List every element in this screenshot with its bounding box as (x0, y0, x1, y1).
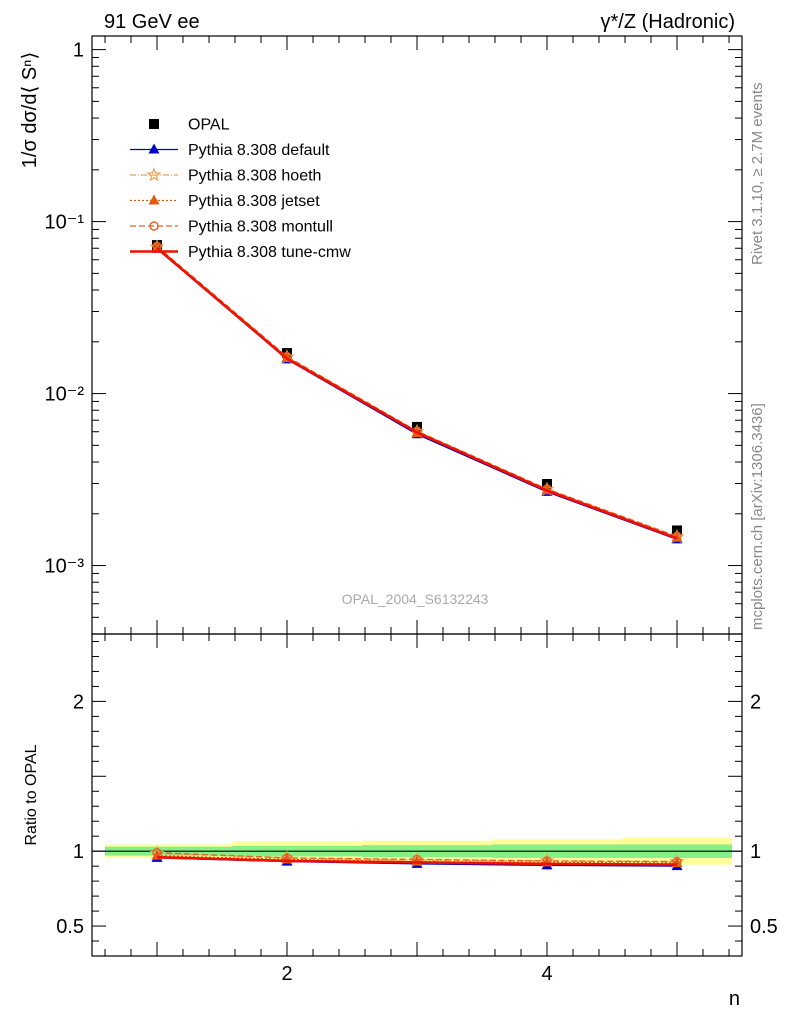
ratio-y-tick-label: 2 (73, 691, 84, 713)
legend-item-montull: Pythia 8.308 montull (130, 219, 333, 236)
main-y-tick-label: 10⁻² (45, 384, 85, 406)
ratio-y-tick-label-right: 1 (750, 841, 761, 863)
main-line-default (156, 248, 678, 541)
legend-label-jetset: Pythia 8.308 jetset (188, 193, 320, 210)
main-line-montull (156, 245, 678, 537)
legend-item-data: OPAL (149, 117, 230, 134)
main-series-hoeth (149, 239, 685, 544)
x-tick-label: 4 (541, 963, 552, 985)
ratio-line-montull (156, 852, 678, 863)
main-series-data (152, 240, 682, 536)
x-axis-label: n (729, 988, 740, 1010)
mcplots-label: mcplots.cern.ch [arXiv:1306.3436] (749, 403, 766, 630)
rivet-label: Rivet 3.1.10, ≥ 2.7M events (749, 83, 766, 266)
legend-marker-jetset (148, 194, 160, 205)
main-series-jetset (151, 241, 683, 542)
legend-marker-data (149, 119, 159, 129)
legend-label-hoeth: Pythia 8.308 hoeth (188, 168, 321, 185)
legend: OPAL Pythia 8.308 default Pythia 8.308 hoe… (130, 117, 351, 261)
legend-label-data: OPAL (188, 117, 230, 134)
legend-item-hoeth: Pythia 8.308 hoeth (130, 167, 321, 185)
ratio-series-group (149, 845, 685, 871)
ratio-y-tick-label: 0.5 (56, 916, 84, 938)
main-series-group (149, 239, 685, 544)
legend-label-default: Pythia 8.308 default (188, 142, 330, 159)
process-label: γ*/Z (Hadronic) (601, 11, 735, 33)
axes-group: 1 10⁻¹ 10⁻² 10⁻³ 0.5 0.5 1 1 2 2 2 4 (45, 35, 778, 985)
ratio-y-axis-label: Ratio to OPAL (23, 744, 40, 845)
legend-item-default: Pythia 8.308 default (130, 142, 330, 159)
main-line-jetset (156, 247, 678, 539)
legend-item-tune_cmw: Pythia 8.308 tune-cmw (130, 244, 351, 261)
analysis-watermark: OPAL_2004_S6132243 (342, 591, 489, 607)
ratio-plot-frame (91, 633, 743, 957)
main-y-tick-label: 10⁻¹ (45, 212, 85, 234)
ratio-line-tune_cmw (156, 855, 678, 866)
energy-label: 91 GeV ee (104, 11, 200, 33)
legend-label-montull: Pythia 8.308 montull (188, 219, 333, 236)
main-series-montull (152, 241, 682, 541)
main-series-tune_cmw (156, 247, 678, 540)
legend-item-jetset: Pythia 8.308 jetset (130, 193, 320, 210)
ratio-point-montull (672, 856, 682, 867)
legend-marker-montull (149, 221, 159, 231)
legend-marker-default (148, 143, 160, 154)
ratio-point-montull (152, 847, 162, 858)
main-series-default (151, 242, 683, 544)
main-line-tune_cmw (156, 247, 678, 540)
legend-marker-hoeth (146, 167, 162, 182)
ratio-y-tick-label-right: 2 (750, 691, 761, 713)
x-tick-label: 2 (281, 963, 292, 985)
main-y-tick-label: 1 (73, 40, 84, 62)
main-y-tick-label: 10⁻³ (45, 556, 85, 578)
legend-label-tune_cmw: Pythia 8.308 tune-cmw (188, 244, 351, 261)
ratio-series-tune_cmw (156, 855, 678, 866)
main-y-axis-label: 1/σ dσ/d⟨ Sⁿ⟩ (19, 52, 41, 169)
ratio-y-tick-label: 1 (73, 841, 84, 863)
ratio-y-tick-label-right: 0.5 (750, 916, 778, 938)
main-line-hoeth (156, 246, 678, 538)
